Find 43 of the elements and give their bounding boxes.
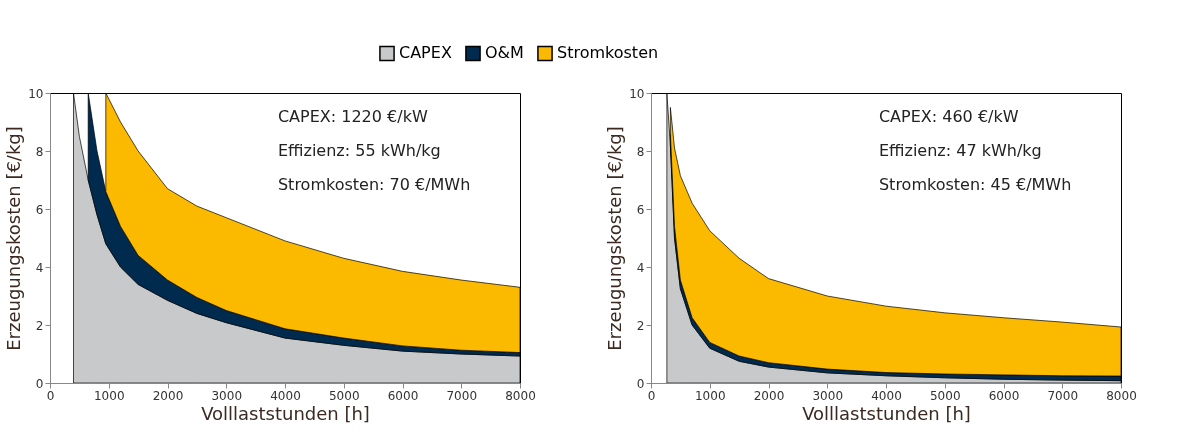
- y-tick-label: 2: [35, 318, 44, 333]
- x-tick-label: 4000: [270, 388, 301, 403]
- y-axis-title: Erzeugungskosten [€/kg]: [604, 126, 626, 351]
- x-tick-label: 7000: [1047, 388, 1079, 403]
- annotation: Effizienz: 47 kWh/kg: [878, 141, 1042, 160]
- x-tick-label: 7000: [446, 388, 478, 403]
- y-tick-label: 0: [636, 376, 645, 391]
- y-tick-label: 8: [636, 144, 645, 159]
- annotation: Effizienz: 55 kWh/kg: [277, 141, 441, 160]
- x-tick-label: 5000: [929, 388, 961, 403]
- y-tick-label: 6: [636, 202, 645, 217]
- x-tick-label: 6000: [988, 388, 1020, 403]
- y-tick-label: 2: [636, 318, 645, 333]
- annotation: CAPEX: 460 €/kW: [878, 107, 1019, 126]
- annotation: Stromkosten: 45 €/MWh: [878, 175, 1072, 194]
- y-tick-label: 0: [35, 376, 44, 391]
- x-tick-label: 8000: [1106, 388, 1137, 403]
- x-tick-label: 3000: [211, 388, 243, 403]
- legend-label: Stromkosten: [557, 43, 659, 63]
- x-tick-label: 0: [647, 388, 656, 403]
- x-tick-label: 1000: [93, 388, 125, 403]
- y-tick-label: 10: [629, 86, 645, 101]
- y-tick-label: 4: [35, 260, 44, 275]
- x-tick-label: 2000: [753, 388, 785, 403]
- annotation: CAPEX: 1220 €/kW: [277, 107, 428, 126]
- x-tick-label: 2000: [152, 388, 184, 403]
- x-tick-label: 6000: [387, 388, 419, 403]
- legend-label: CAPEX: [399, 43, 452, 63]
- legend-label: O&M: [485, 43, 524, 63]
- x-tick-label: 4000: [871, 388, 902, 403]
- y-tick-label: 10: [28, 86, 44, 101]
- y-tick-label: 8: [35, 144, 44, 159]
- annotation: Stromkosten: 70 €/MWh: [277, 175, 471, 194]
- x-tick-label: 8000: [505, 388, 536, 403]
- x-tick-label: 1000: [694, 388, 726, 403]
- x-tick-label: 0: [46, 388, 55, 403]
- x-tick-label: 5000: [328, 388, 360, 403]
- x-axis-title: Volllaststunden [h]: [201, 402, 370, 424]
- y-tick-label: 6: [35, 202, 44, 217]
- x-tick-label: 3000: [812, 388, 844, 403]
- y-axis-title: Erzeugungskosten [€/kg]: [3, 126, 25, 351]
- y-tick-label: 4: [636, 260, 645, 275]
- x-axis-title: Volllaststunden [h]: [802, 402, 971, 424]
